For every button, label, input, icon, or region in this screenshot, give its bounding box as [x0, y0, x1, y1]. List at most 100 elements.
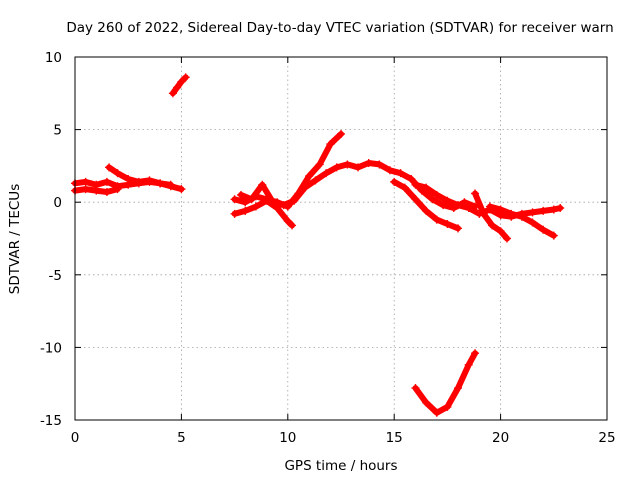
data-point [432, 408, 441, 417]
axis-ticks [74, 56, 608, 421]
data-point [556, 204, 565, 213]
data-point [439, 201, 448, 210]
data-points [71, 73, 565, 417]
data-point [156, 179, 165, 188]
y-tick-label: 0 [53, 195, 62, 211]
data-point [390, 177, 399, 186]
data-point [247, 195, 256, 204]
data-point [432, 215, 441, 224]
data-point [422, 206, 431, 215]
data-point [443, 196, 452, 205]
y-tick-label: -10 [40, 340, 62, 356]
series-track-8 [390, 177, 463, 233]
data-point [479, 209, 488, 218]
data-point [113, 185, 122, 194]
data-point [411, 180, 420, 189]
x-tick-label: 5 [177, 430, 186, 446]
data-point [528, 208, 537, 217]
data-point [81, 177, 90, 186]
data-point [471, 189, 480, 198]
series-track-7 [236, 158, 480, 213]
data-point [173, 83, 182, 92]
data-point [464, 204, 473, 213]
data-point [396, 169, 405, 178]
data-point [407, 174, 416, 183]
data-point [343, 160, 352, 169]
data-point [332, 163, 341, 172]
data-point [251, 202, 260, 211]
data-point [411, 195, 420, 204]
data-point [422, 183, 431, 192]
data-point [528, 218, 537, 227]
chart-title: Day 260 of 2022, Sidereal Day-to-day VTE… [66, 20, 613, 36]
data-point [485, 202, 494, 211]
data-point [400, 183, 409, 192]
data-point [454, 384, 463, 393]
x-tick-label: 10 [279, 430, 296, 446]
data-point [549, 231, 558, 240]
x-tick-label: 20 [492, 430, 509, 446]
x-tick-labels: 0 5 10 15 20 25 [71, 430, 616, 446]
data-point [279, 201, 288, 210]
data-point [354, 163, 363, 172]
data-point [496, 205, 505, 214]
data-point [428, 195, 437, 204]
series-line [169, 74, 189, 97]
data-point [145, 176, 154, 185]
data-point [364, 158, 373, 167]
data-point [290, 196, 299, 205]
data-point [134, 177, 143, 186]
data-point [375, 160, 384, 169]
data-point [443, 219, 452, 228]
data-point [177, 77, 186, 86]
data-point [432, 190, 441, 199]
data-point [517, 212, 526, 221]
data-point [300, 183, 309, 192]
data-point [496, 227, 505, 236]
data-point [322, 169, 331, 178]
data-point [113, 169, 122, 178]
data-point [443, 402, 452, 411]
data-point [230, 195, 239, 204]
series-track-3 [105, 163, 175, 189]
data-point [305, 172, 314, 181]
data-point [181, 73, 190, 82]
data-point [315, 160, 324, 169]
y-axis-label: SDTVAR / TECUs [7, 184, 23, 294]
series-track-4 [168, 73, 190, 98]
data-point [268, 198, 277, 207]
data-point [539, 225, 548, 234]
data-point [102, 188, 111, 197]
data-point [92, 186, 101, 195]
x-tick-label: 25 [598, 430, 615, 446]
data-point [464, 360, 473, 369]
data-point [488, 221, 497, 230]
data-point [385, 166, 394, 175]
data-point [539, 206, 548, 215]
data-point [283, 217, 292, 226]
y-tick-labels: -15 -10 -5 0 5 10 [40, 50, 62, 429]
series-track-10 [471, 189, 511, 243]
data-point [422, 398, 431, 407]
data-point [124, 174, 133, 183]
data-point [502, 234, 511, 243]
data-point [549, 205, 558, 214]
data-point [102, 177, 111, 186]
y-tick-label: 10 [45, 50, 62, 66]
x-tick-label: 0 [71, 430, 80, 446]
series-track-6 [230, 196, 297, 230]
data-point [258, 180, 267, 189]
data-point [288, 221, 297, 230]
plot-frame [74, 56, 608, 421]
data-point [507, 209, 516, 218]
data-point [454, 224, 463, 233]
data-point [230, 209, 239, 218]
data-point [105, 163, 114, 172]
data-point [311, 176, 320, 185]
grid-lines [75, 57, 607, 420]
y-tick-label: 5 [53, 123, 62, 139]
series-track-12 [411, 349, 480, 417]
data-point [241, 206, 250, 215]
